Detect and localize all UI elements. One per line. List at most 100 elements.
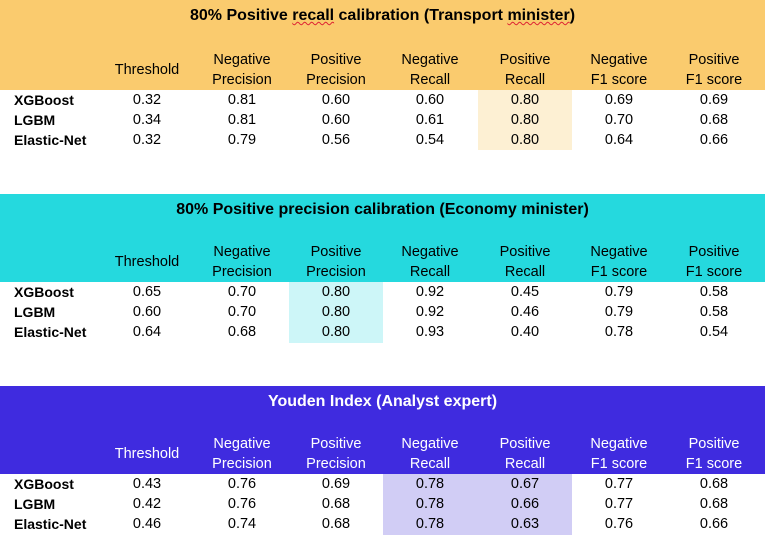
recall-header-band <box>0 0 765 90</box>
precision-header-band <box>0 194 765 282</box>
cell: 0.92 <box>415 304 445 320</box>
youden-index-table: Youden Index (Analyst expert) Threshold … <box>0 386 765 536</box>
cell: 0.68 <box>321 496 351 512</box>
cell: 0.76 <box>227 496 257 512</box>
recall-calibration-table: 80% Positive recall calibration (Transpo… <box>0 0 765 152</box>
header-positive-f1: Positive F1 score <box>685 244 743 280</box>
row-label-lgbm: LGBM <box>14 112 56 128</box>
cell: 0.66 <box>699 516 729 532</box>
youden-header-band <box>0 386 765 474</box>
cell: 0.58 <box>699 284 729 300</box>
cell: 0.56 <box>321 132 351 148</box>
row-label-elastic-net: Elastic-Net <box>14 132 87 148</box>
cell: 0.68 <box>699 112 729 128</box>
cell: 0.80 <box>321 324 351 340</box>
cell: 0.80 <box>510 92 540 108</box>
cell: 0.60 <box>321 92 351 108</box>
recall-table-title: 80% Positive recall calibration (Transpo… <box>189 7 576 24</box>
header-positive-precision: Positive Precision <box>306 436 366 472</box>
cell: 0.78 <box>415 516 445 532</box>
cell: 0.80 <box>321 284 351 300</box>
cell: 0.61 <box>415 112 445 128</box>
header-threshold: Threshold <box>114 62 180 78</box>
cell: 0.77 <box>604 496 634 512</box>
cell: 0.58 <box>699 304 729 320</box>
header-threshold: Threshold <box>114 446 180 462</box>
cell: 0.60 <box>132 304 162 320</box>
header-positive-f1: Positive F1 score <box>685 436 743 472</box>
row-label-lgbm: LGBM <box>14 304 56 320</box>
header-negative-f1: Negative F1 score <box>590 244 648 280</box>
precision-table-title: 80% Positive precision calibration (Econ… <box>176 201 589 218</box>
cell: 0.66 <box>510 496 540 512</box>
cell: 0.70 <box>604 112 634 128</box>
cell: 0.54 <box>415 132 445 148</box>
cell: 0.60 <box>415 92 445 108</box>
row-label-lgbm: LGBM <box>14 496 56 512</box>
cell: 0.34 <box>132 112 162 128</box>
cell: 0.63 <box>510 516 540 532</box>
precision-highlight-positive-precision <box>289 282 383 343</box>
cell: 0.46 <box>510 304 540 320</box>
cell: 0.42 <box>132 496 162 512</box>
row-label-xgboost: XGBoost <box>14 284 74 300</box>
header-positive-recall: Positive Recall <box>499 244 551 280</box>
header-negative-f1: Negative F1 score <box>590 436 648 472</box>
cell: 0.69 <box>699 92 729 108</box>
header-negative-f1: Negative F1 score <box>590 52 648 88</box>
header-negative-precision: Negative Precision <box>212 436 272 472</box>
header-negative-precision: Negative Precision <box>212 244 272 280</box>
cell: 0.68 <box>699 496 729 512</box>
cell: 0.40 <box>510 324 540 340</box>
row-label-xgboost: XGBoost <box>14 476 74 492</box>
cell: 0.80 <box>321 304 351 320</box>
cell: 0.68 <box>227 324 257 340</box>
cell: 0.54 <box>699 324 729 340</box>
cell: 0.78 <box>415 476 445 492</box>
header-negative-recall: Negative Recall <box>401 244 459 280</box>
cell: 0.64 <box>604 132 634 148</box>
cell: 0.64 <box>132 324 162 340</box>
cell: 0.78 <box>415 496 445 512</box>
cell: 0.43 <box>132 476 162 492</box>
cell: 0.32 <box>132 92 162 108</box>
cell: 0.46 <box>132 516 162 532</box>
header-positive-precision: Positive Precision <box>306 244 366 280</box>
header-threshold: Threshold <box>114 254 180 270</box>
row-label-elastic-net: Elastic-Net <box>14 516 87 532</box>
cell: 0.79 <box>227 132 257 148</box>
row-label-xgboost: XGBoost <box>14 92 74 108</box>
cell: 0.68 <box>321 516 351 532</box>
cell: 0.79 <box>604 304 634 320</box>
youden-highlight-recall-columns <box>383 474 572 535</box>
cell: 0.76 <box>227 476 257 492</box>
header-positive-recall: Positive Recall <box>499 52 551 88</box>
row-label-elastic-net: Elastic-Net <box>14 324 87 340</box>
recall-highlight-positive-recall <box>478 90 572 150</box>
cell: 0.92 <box>415 284 445 300</box>
cell: 0.45 <box>510 284 540 300</box>
cell: 0.78 <box>604 324 634 340</box>
cell: 0.70 <box>227 284 257 300</box>
cell: 0.65 <box>132 284 162 300</box>
cell: 0.60 <box>321 112 351 128</box>
youden-table-title: Youden Index (Analyst expert) <box>267 393 498 410</box>
cell: 0.67 <box>510 476 540 492</box>
precision-calibration-table: 80% Positive precision calibration (Econ… <box>0 194 765 346</box>
cell: 0.77 <box>604 476 634 492</box>
header-negative-precision: Negative Precision <box>212 52 272 88</box>
cell: 0.69 <box>604 92 634 108</box>
header-positive-precision: Positive Precision <box>306 52 366 88</box>
cell: 0.81 <box>227 92 257 108</box>
cell: 0.79 <box>604 284 634 300</box>
cell: 0.66 <box>699 132 729 148</box>
cell: 0.80 <box>510 132 540 148</box>
cell: 0.76 <box>604 516 634 532</box>
cell: 0.93 <box>415 324 445 340</box>
cell: 0.70 <box>227 304 257 320</box>
cell: 0.74 <box>227 516 257 532</box>
cell: 0.32 <box>132 132 162 148</box>
header-positive-recall: Positive Recall <box>499 436 551 472</box>
cell: 0.68 <box>699 476 729 492</box>
header-negative-recall: Negative Recall <box>401 52 459 88</box>
